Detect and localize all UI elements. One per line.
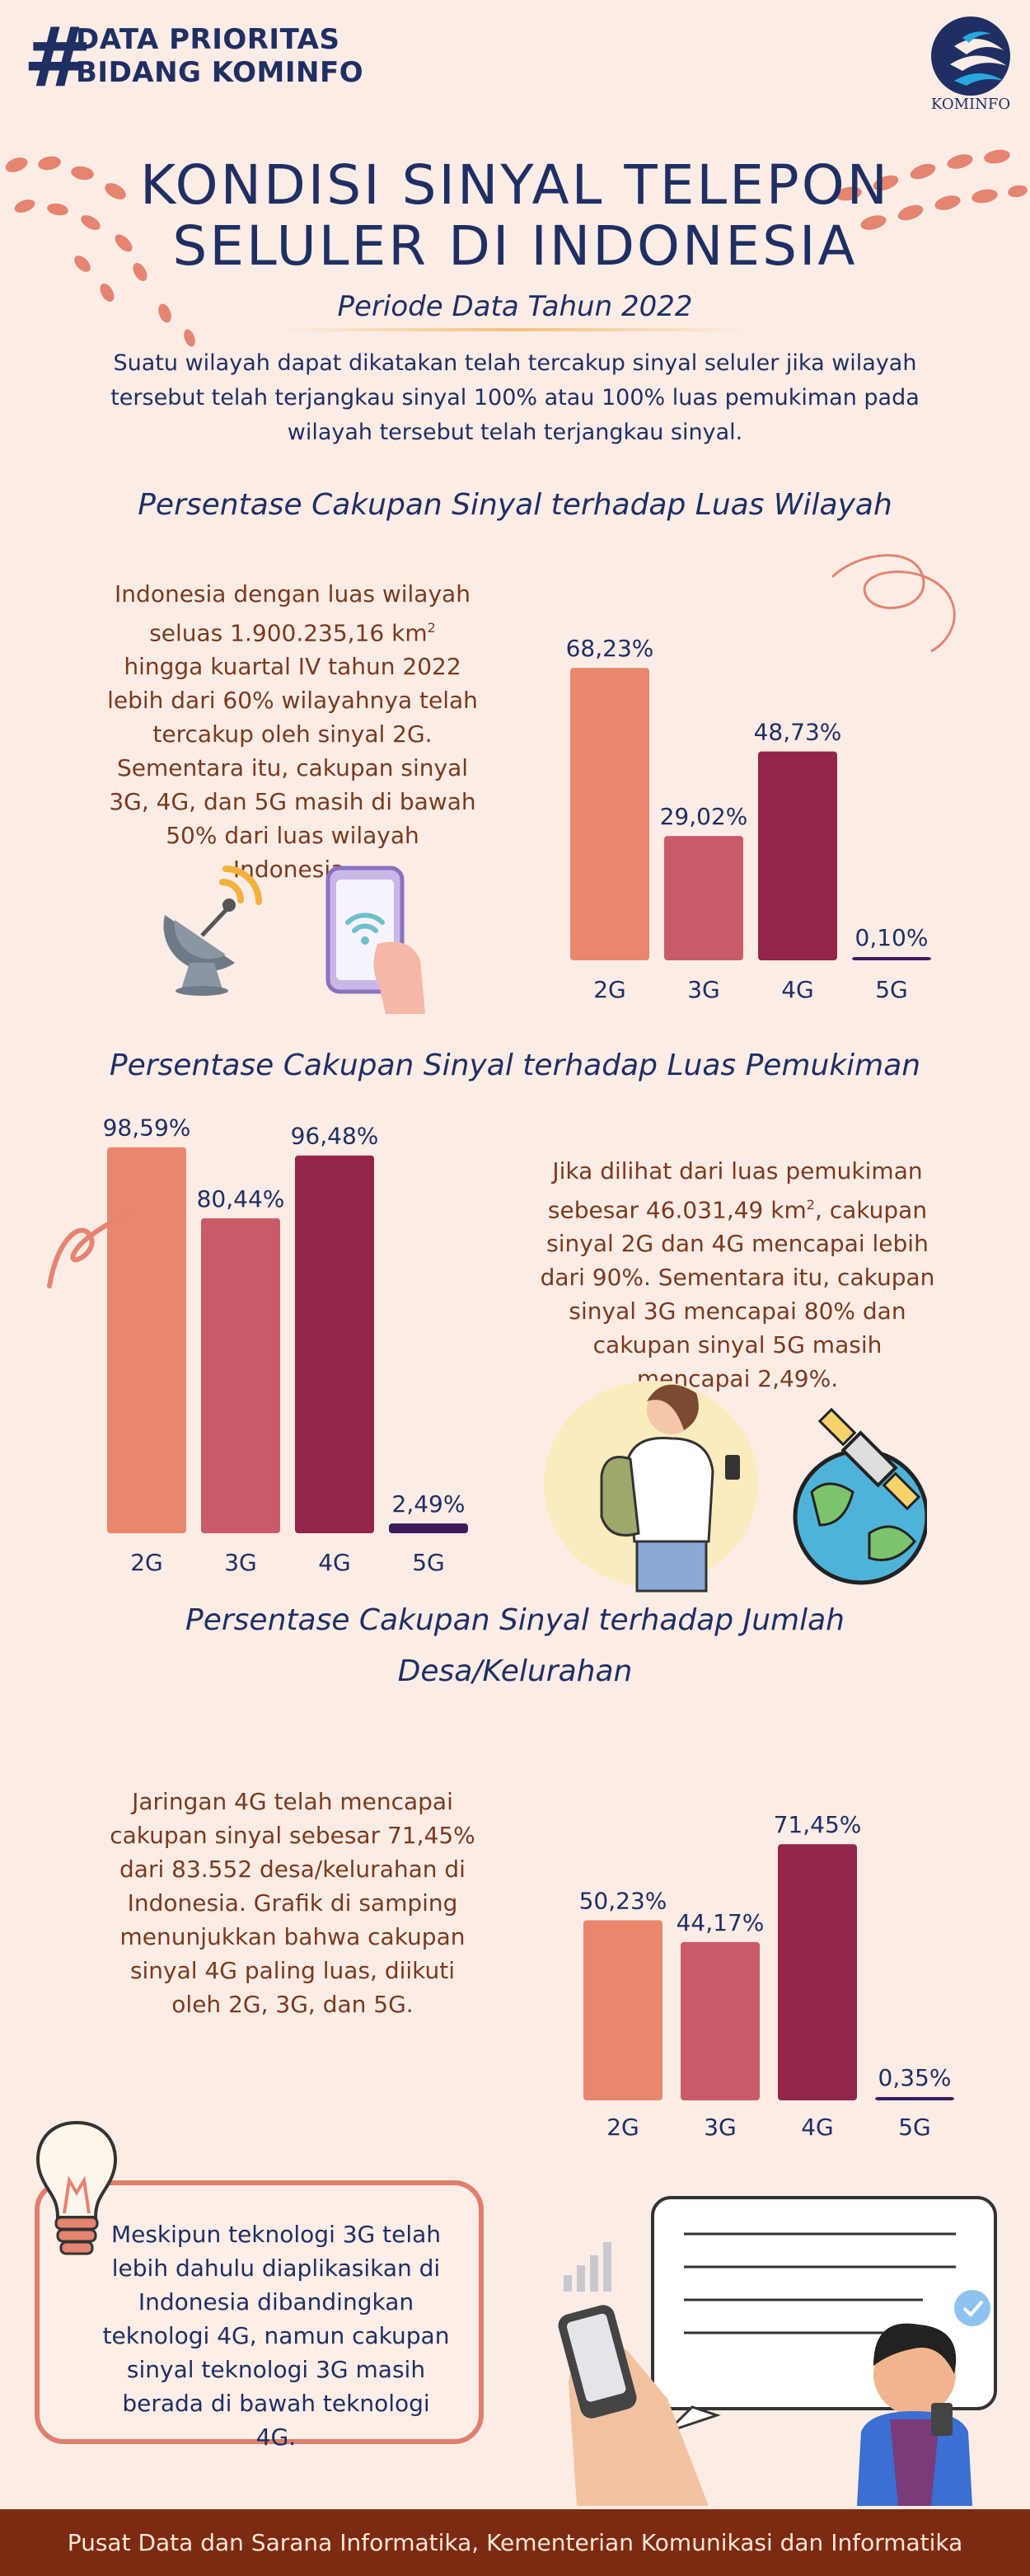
wilayah-text-2: hingga kuartal IV tahun 2022 lebih dari … <box>107 653 478 884</box>
value-label-2G: 68,23% <box>566 635 654 662</box>
category-label-4G: 4G <box>781 976 814 1003</box>
bar-2G <box>583 1920 662 2100</box>
page-title-line-1: KONDISI SINYAL TELEPON <box>139 153 891 217</box>
note-text: Meskipun teknologi 3G telah lebih dahulu… <box>102 2221 450 2451</box>
scribble-decoration-2 <box>47 1209 134 1288</box>
header-label: DATA PRIORITAS BIDANG KOMINFO <box>76 23 363 89</box>
category-label-4G: 4G <box>318 1549 351 1576</box>
chart-pemukiman: 98,59% 2G 80,44% 3G 96,48% 4G 2,49% 5G <box>103 1114 468 1576</box>
intro-text: Suatu wilayah dapat dikatakan telah terc… <box>110 350 920 445</box>
value-label-5G: 0,35% <box>878 2064 952 2091</box>
value-label-3G: 80,44% <box>197 1185 285 1213</box>
category-label-2G: 2G <box>130 1549 163 1576</box>
period-underline <box>280 328 750 331</box>
bar-3G <box>681 1941 760 2100</box>
value-label-4G: 48,73% <box>754 719 842 746</box>
scribble-decoration <box>831 554 956 653</box>
woman-phone-globe-illustration <box>544 1381 927 1593</box>
category-label-3G: 3G <box>704 2114 737 2141</box>
satellite-dish-icon <box>163 866 262 996</box>
desa-paragraph: Jaringan 4G telah mencapai cakupan sinya… <box>110 1788 475 2018</box>
category-label-3G: 3G <box>224 1549 257 1576</box>
page-title-line-2: SELULER DI INDONESIA <box>172 214 858 278</box>
category-label-5G: 5G <box>875 976 908 1003</box>
decorative-strokes-right <box>836 149 1028 230</box>
wilayah-sup: 2 <box>427 620 436 636</box>
bar-3G <box>201 1218 280 1533</box>
pemukiman-text-2: , cakupan sinyal 2G dan 4G mencapai lebi… <box>540 1196 935 1393</box>
section-title-pemukiman: Persentase Cakupan Sinyal terhadap Luas … <box>109 1049 921 1082</box>
section-title-desa-1: Persentase Cakupan Sinyal terhadap Jumla… <box>185 1603 845 1637</box>
value-label-3G: 29,02% <box>660 803 748 830</box>
pemukiman-sup: 2 <box>806 1197 815 1213</box>
value-label-5G: 2,49% <box>392 1490 466 1518</box>
chart-wilayah: 68,23% 2G 29,02% 3G 48,73% 4G 0,10% 5G <box>566 635 931 1003</box>
category-label-2G: 2G <box>593 976 626 1003</box>
bar-5G <box>389 1523 468 1533</box>
bar-4G <box>758 751 837 960</box>
bar-4G <box>295 1155 374 1533</box>
chart-desa: 50,23% 2G 44,17% 3G 71,45% 4G 0,35% 5G <box>579 1811 954 2141</box>
value-label-5G: 0,10% <box>855 924 929 951</box>
category-label-5G: 5G <box>898 2114 931 2141</box>
value-label-4G: 71,45% <box>774 1811 862 1838</box>
pemukiman-paragraph: Jika dilihat dari luas pemukiman sebesar… <box>540 1154 935 1396</box>
value-label-4G: 96,48% <box>291 1123 379 1150</box>
value-label-2G: 98,59% <box>103 1114 191 1142</box>
phone-wifi-icon <box>325 866 425 1014</box>
logo-label: KOMINFO <box>930 96 1011 113</box>
section-title-wilayah: Persentase Cakupan Sinyal terhadap Luas … <box>138 488 892 522</box>
header-line-1: DATA PRIORITAS <box>76 23 340 56</box>
bar-4G <box>778 1844 857 2100</box>
pemukiman-text-1: Jika dilihat dari luas pemukiman sebesar… <box>547 1157 923 1224</box>
category-label-4G: 4G <box>801 2114 834 2141</box>
bar-2G <box>107 1147 186 1533</box>
kominfo-logo-icon <box>931 16 1010 96</box>
period-label: Periode Data Tahun 2022 <box>337 290 693 323</box>
bar-5G <box>875 2097 954 2100</box>
hashtag-icon: # <box>23 9 92 106</box>
footer: Pusat Data dan Sarana Informatika, Kemen… <box>0 2509 1030 2576</box>
category-label-2G: 2G <box>606 2114 639 2141</box>
lightbulb-icon <box>36 2120 117 2255</box>
note-box <box>35 2180 484 2444</box>
wilayah-text-1: Indonesia dengan luas wilayah seluas 1.9… <box>115 580 471 647</box>
header-line-2: BIDANG KOMINFO <box>76 56 364 89</box>
value-label-2G: 50,23% <box>579 1887 667 1914</box>
wilayah-paragraph: Indonesia dengan luas wilayah seluas 1.9… <box>107 577 478 886</box>
bar-5G <box>852 957 931 960</box>
section-title-desa-2: Desa/Kelurahan <box>397 1654 633 1688</box>
category-label-3G: 3G <box>687 976 720 1003</box>
value-label-3G: 44,17% <box>677 1909 765 1936</box>
decorative-strokes-left <box>5 156 195 347</box>
bar-3G <box>664 836 743 960</box>
man-phone-illustration <box>558 2232 990 2506</box>
category-label-5G: 5G <box>412 1549 445 1576</box>
bar-2G <box>570 668 649 960</box>
